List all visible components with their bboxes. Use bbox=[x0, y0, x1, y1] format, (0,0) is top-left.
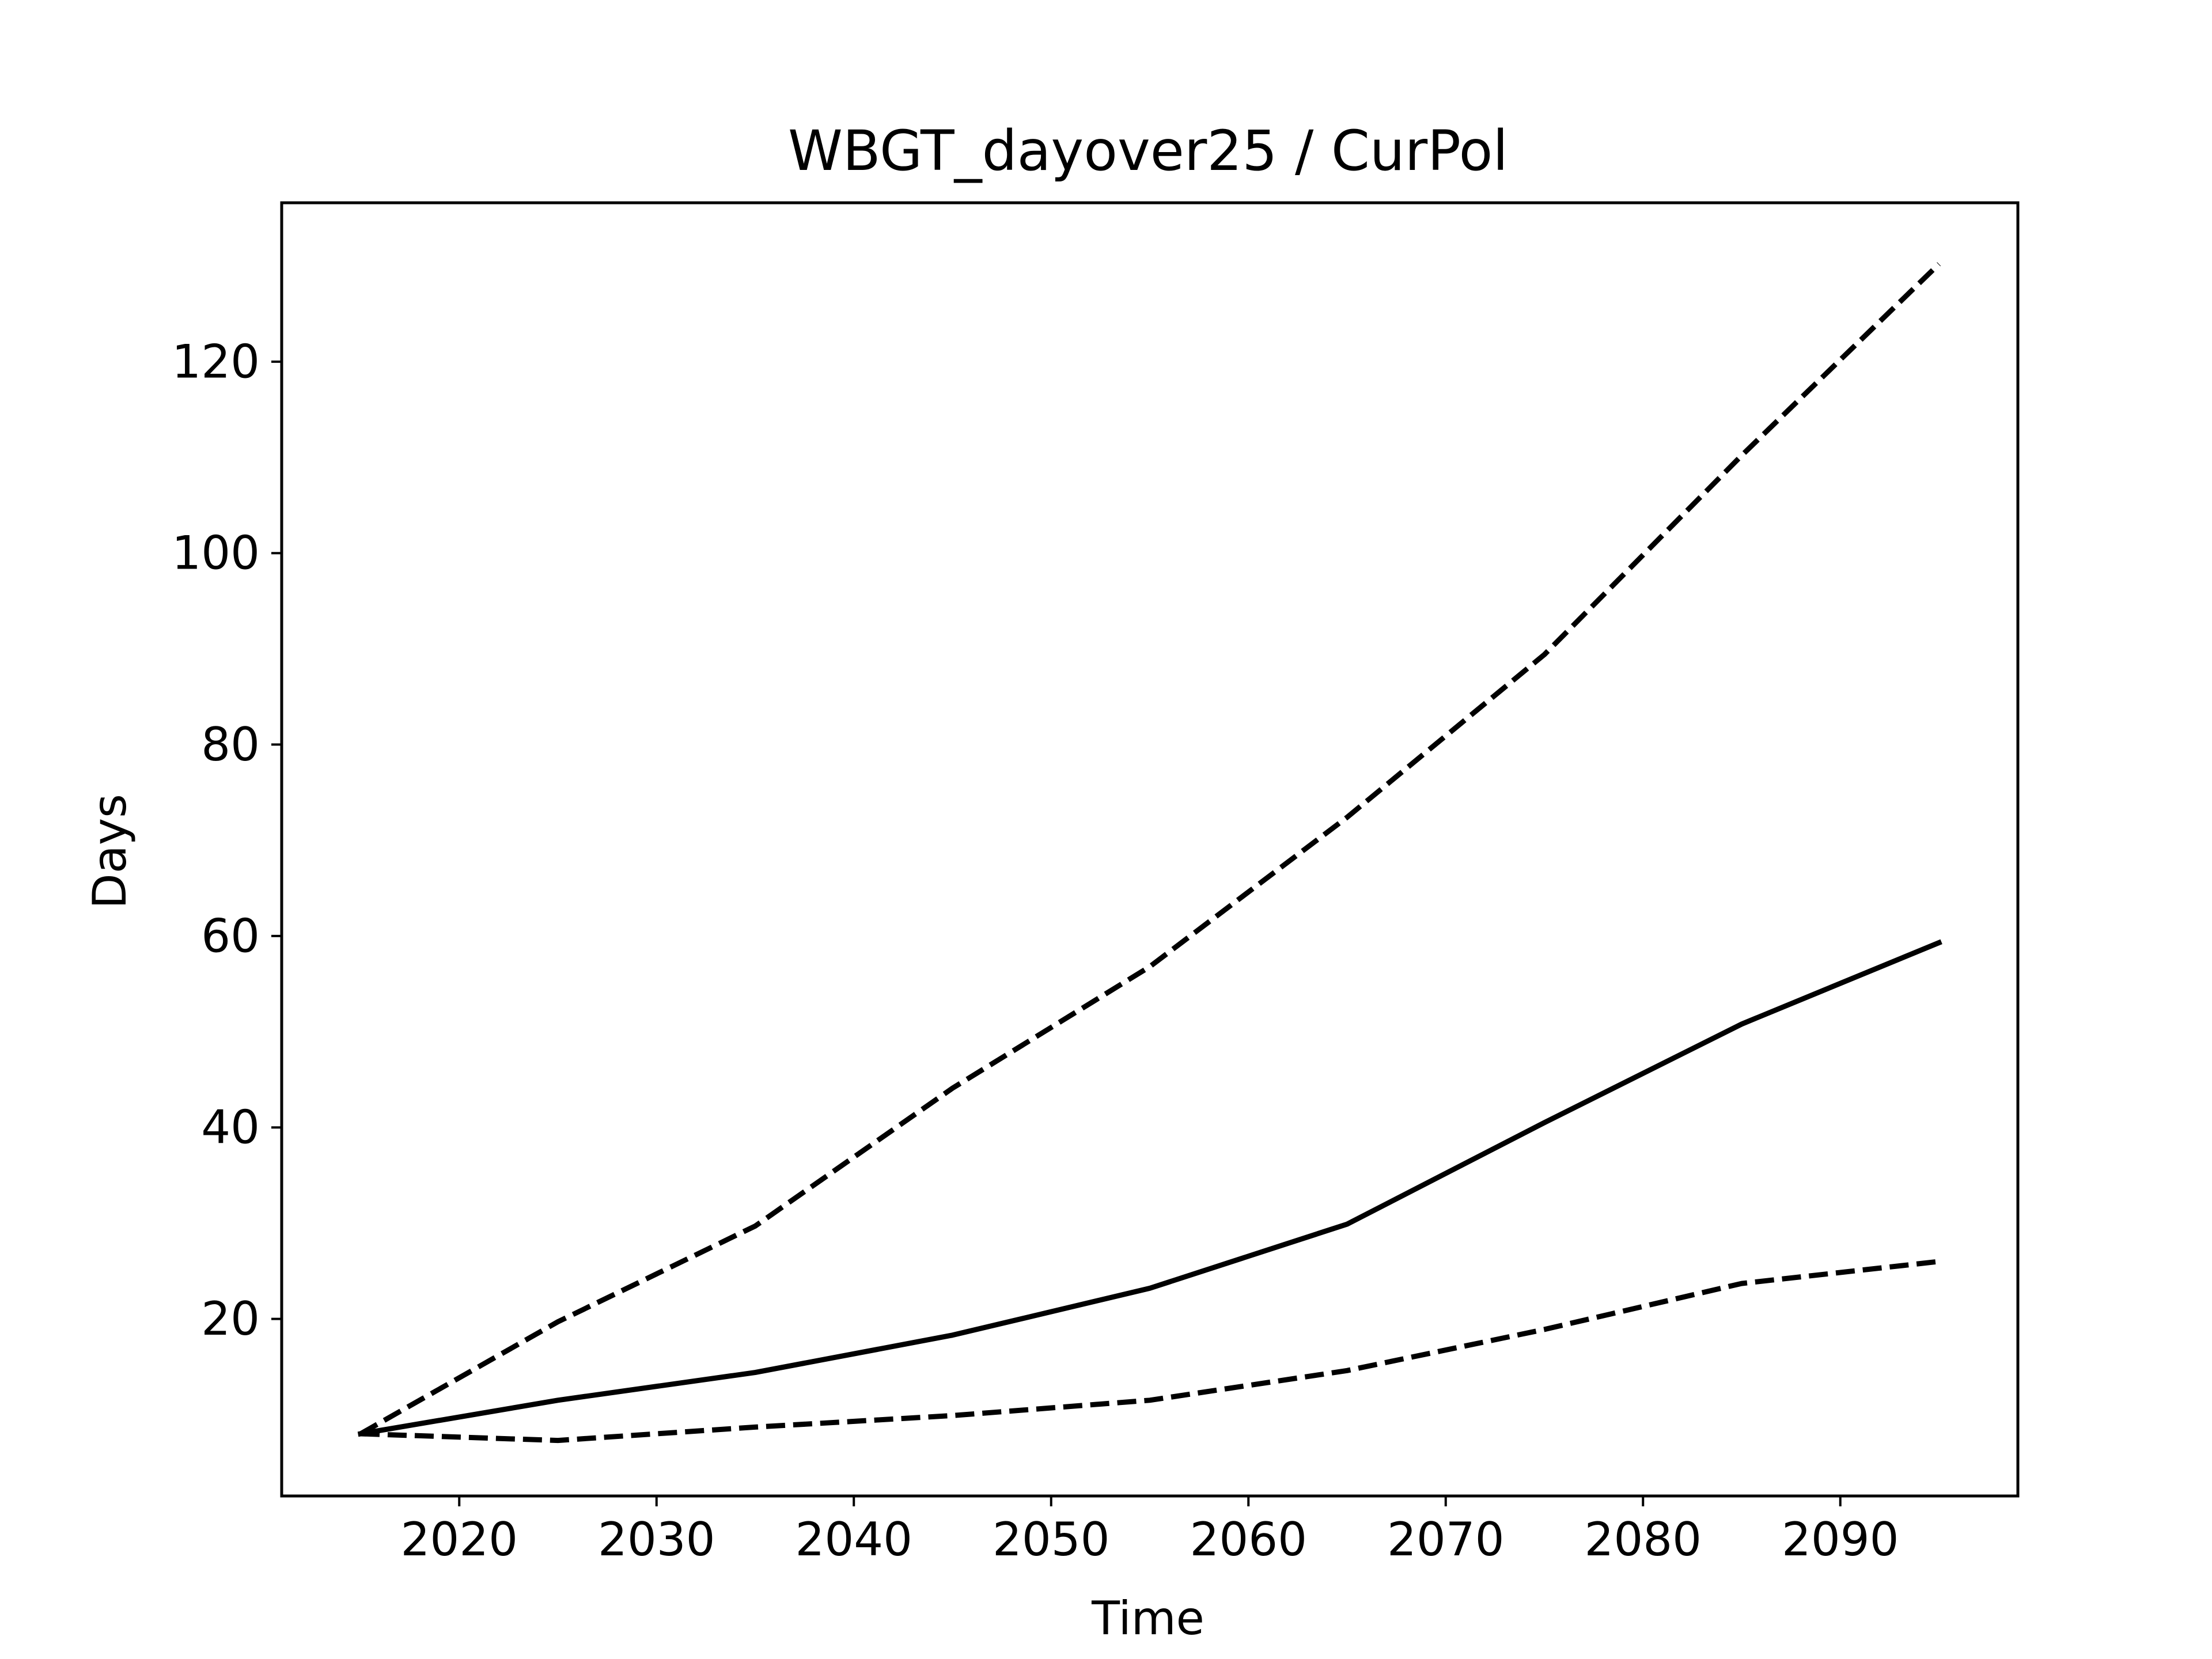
y-tick-label: 120 bbox=[172, 335, 260, 388]
x-tick-label: 2020 bbox=[400, 1513, 518, 1566]
series-2 bbox=[357, 939, 1942, 1437]
y-tick-label: 80 bbox=[201, 718, 260, 771]
series-layer bbox=[357, 262, 1942, 1444]
x-tick-label: 2030 bbox=[598, 1513, 715, 1566]
x-tick-label: 2060 bbox=[1190, 1513, 1307, 1566]
series-1 bbox=[359, 262, 1941, 1436]
y-axis-label: Days bbox=[83, 794, 137, 909]
series-3 bbox=[360, 1259, 1940, 1444]
y-tick-label: 100 bbox=[172, 527, 260, 580]
chart-title: WBGT_dayover25 / CurPol bbox=[788, 119, 1508, 183]
x-axis-label: Time bbox=[1091, 1592, 1205, 1645]
y-tick-label: 20 bbox=[201, 1292, 260, 1346]
x-tick-label: 2080 bbox=[1584, 1513, 1702, 1566]
series-3-line bbox=[360, 1259, 1940, 1444]
y-tick-label: 40 bbox=[201, 1101, 260, 1154]
y-tick-label: 60 bbox=[201, 909, 260, 963]
y-axis: 20 40 60 80 100 120 bbox=[172, 335, 282, 1346]
series-2-line bbox=[357, 939, 1942, 1437]
series-1-line bbox=[359, 262, 1941, 1436]
x-tick-label: 2090 bbox=[1782, 1513, 1899, 1566]
x-axis: 2020 2030 2040 2050 2060 2070 2080 2090 bbox=[400, 1496, 1899, 1566]
x-tick-label: 2050 bbox=[993, 1513, 1110, 1566]
x-tick-label: 2070 bbox=[1387, 1513, 1505, 1566]
x-tick-label: 2040 bbox=[795, 1513, 912, 1566]
plot-frame bbox=[280, 201, 2020, 1498]
